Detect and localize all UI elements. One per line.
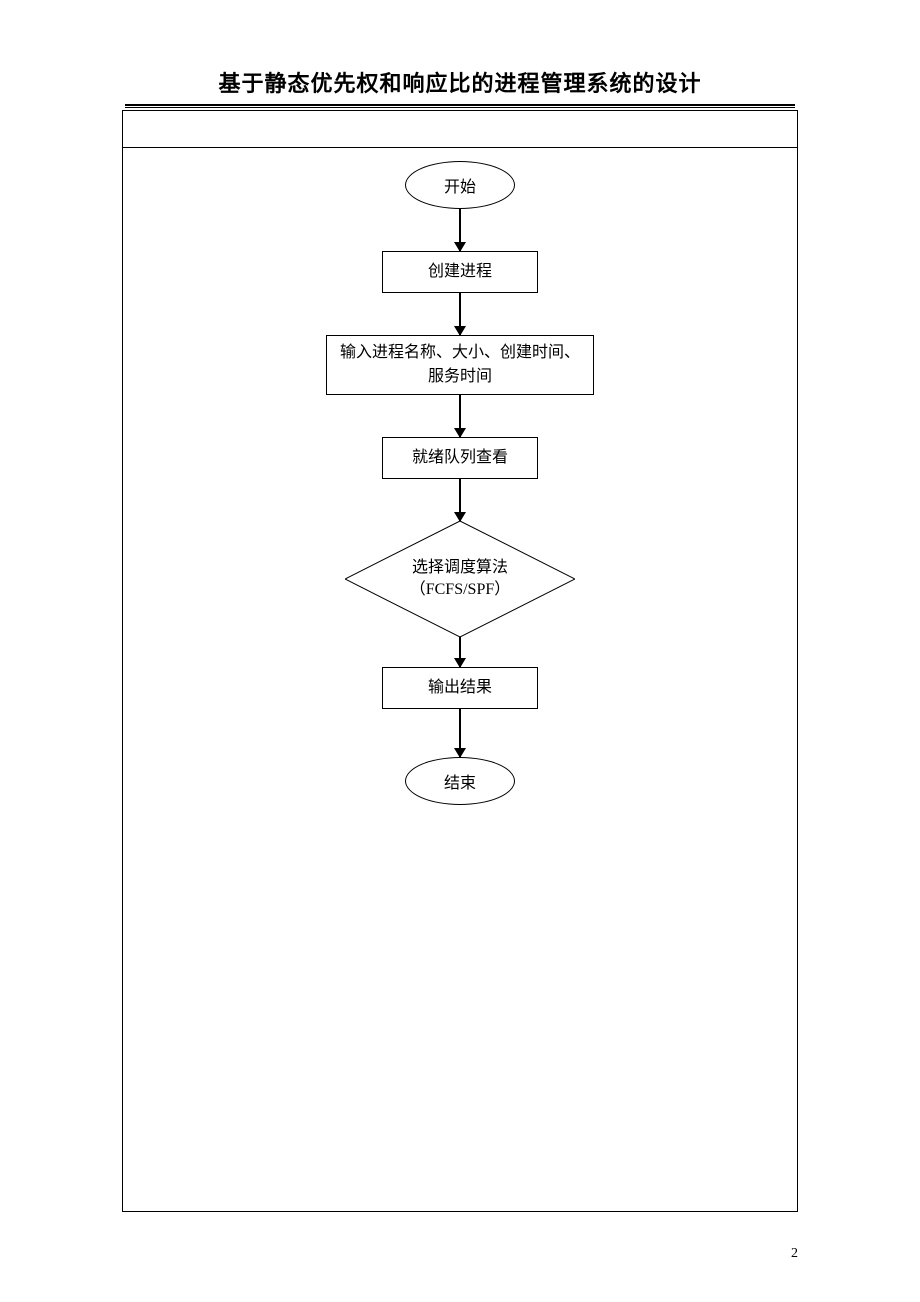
arrow-ready-select <box>459 479 461 521</box>
node-create: 创建进程 <box>382 251 538 293</box>
arrow-start-create <box>459 209 461 251</box>
node-ready-label: 就绪队列查看 <box>412 446 508 470</box>
node-end: 结束 <box>405 757 515 805</box>
node-create-label: 创建进程 <box>428 260 492 284</box>
arrow-create-input <box>459 293 461 335</box>
node-start: 开始 <box>405 161 515 209</box>
arrow-output-end <box>459 709 461 757</box>
arrow-input-ready <box>459 395 461 437</box>
title-underline <box>125 104 795 108</box>
node-select: 选择调度算法 （FCFS/SPF） <box>345 521 575 637</box>
arrow-select-output <box>459 637 461 667</box>
content-frame: 开始 创建进程 输入进程名称、大小、创建时间、 服务时间 就绪队列查看 选择调度… <box>122 110 798 1212</box>
node-output: 输出结果 <box>382 667 538 709</box>
page-title: 基于静态优先权和响应比的进程管理系统的设计 <box>0 0 920 104</box>
node-ready: 就绪队列查看 <box>382 437 538 479</box>
flowchart: 开始 创建进程 输入进程名称、大小、创建时间、 服务时间 就绪队列查看 选择调度… <box>123 161 797 805</box>
page-number: 2 <box>791 1246 798 1262</box>
node-end-label: 结束 <box>444 769 476 793</box>
node-input-label-line1: 输入进程名称、大小、创建时间、 <box>340 341 580 365</box>
node-select-label-line1: 选择调度算法 <box>412 557 508 579</box>
frame-inner-line <box>123 147 797 148</box>
node-select-label-line2: （FCFS/SPF） <box>410 579 511 601</box>
node-select-text: 选择调度算法 （FCFS/SPF） <box>345 521 575 637</box>
node-output-label: 输出结果 <box>428 676 492 700</box>
node-input: 输入进程名称、大小、创建时间、 服务时间 <box>326 335 594 395</box>
node-start-label: 开始 <box>444 173 476 197</box>
node-input-label-line2: 服务时间 <box>428 365 492 389</box>
